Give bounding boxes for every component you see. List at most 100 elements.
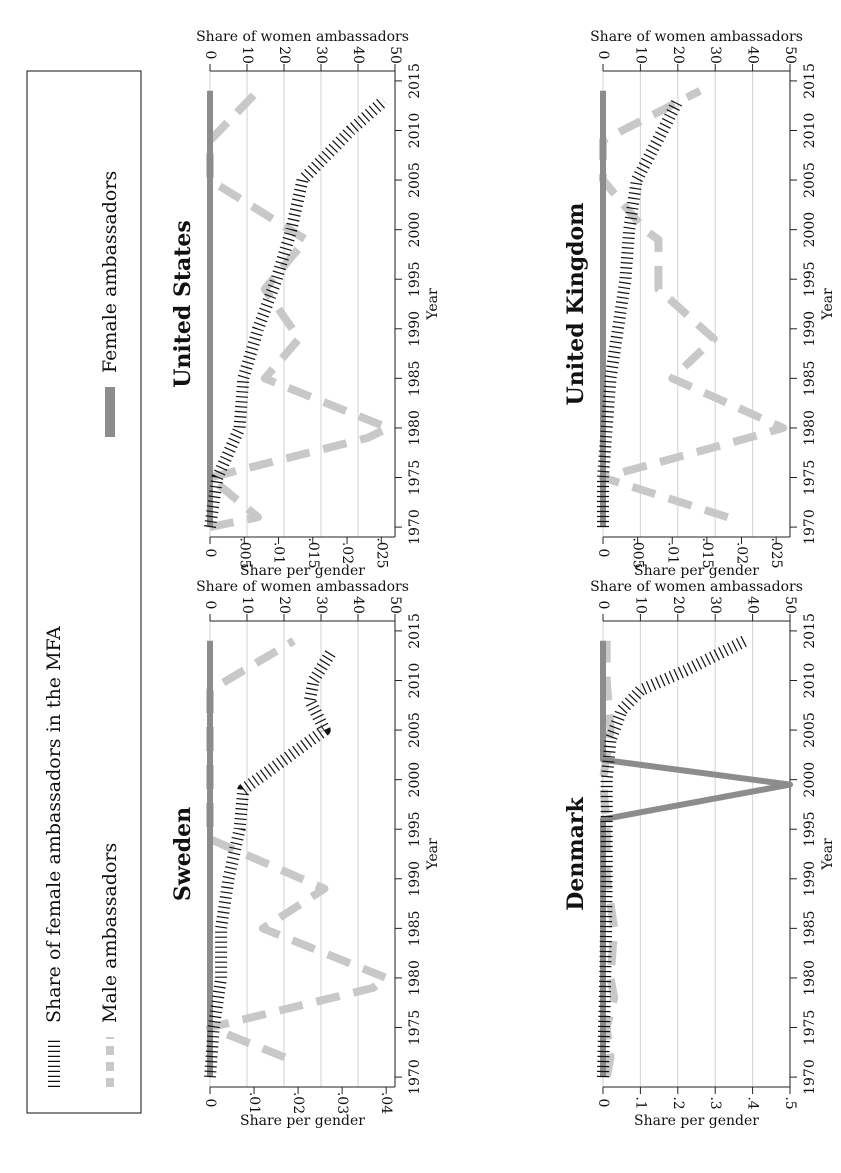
right-axis-label: Share of women ambassadors — [590, 29, 803, 45]
left-tick-label: .2 — [670, 1096, 686, 1109]
x-tick-label: 1975 — [407, 1010, 423, 1046]
x-axis-label: Year — [425, 838, 441, 871]
right-axis-label: Share of women ambassadors — [196, 579, 409, 595]
x-tick-label: 2000 — [407, 212, 423, 248]
series-line — [206, 88, 393, 532]
legend-label: Female ambassadors — [99, 171, 121, 373]
x-tick-label: 2010 — [802, 663, 818, 699]
right-tick-label: 30 — [707, 46, 723, 64]
x-axis-label: Year — [425, 288, 441, 321]
right-tick-label: 40 — [745, 596, 761, 614]
x-tick-label: 1995 — [407, 261, 423, 297]
x-axis-label: Year — [820, 288, 836, 321]
series-line — [600, 640, 793, 1078]
x-tick-label: 1990 — [407, 861, 423, 897]
left-tick-label: 0 — [202, 549, 218, 558]
x-tick-label: 2005 — [407, 162, 423, 198]
right-axis-label: Share of women ambassadors — [590, 579, 803, 595]
legend-label: Male ambassadors — [99, 843, 121, 1023]
x-tick-label: 2000 — [802, 762, 818, 798]
chart-title: Denmark — [563, 797, 589, 911]
series-line — [204, 96, 388, 528]
right-tick-label: 40 — [350, 596, 366, 614]
left-tick-label: .005 — [236, 537, 252, 568]
x-tick-label: 1990 — [407, 311, 423, 347]
series-line — [597, 635, 748, 1078]
right-tick-label: 0 — [595, 51, 611, 60]
series-line — [204, 647, 338, 1078]
x-tick-label: 1990 — [802, 311, 818, 347]
legend-box — [26, 70, 142, 1114]
x-tick-label: 1975 — [407, 460, 423, 496]
left-tick-label: .1 — [632, 1096, 648, 1109]
left-tick-label: .02 — [290, 1092, 306, 1114]
x-tick-label: 1975 — [802, 460, 818, 496]
right-tick-label: 0 — [202, 51, 218, 60]
left-axis-label: Share per gender — [634, 1113, 759, 1129]
x-tick-label: 1980 — [407, 960, 423, 996]
x-tick-label: 2010 — [407, 663, 423, 699]
x-tick-label: 1980 — [802, 960, 818, 996]
left-tick-label: 0 — [595, 549, 611, 558]
right-tick-label: 20 — [670, 596, 686, 614]
x-tick-label: 1975 — [802, 1010, 818, 1046]
chart-title: United States — [170, 220, 196, 388]
x-tick-label: 1985 — [802, 911, 818, 947]
left-axis-label: Share per gender — [240, 563, 365, 579]
x-tick-label: 2015 — [407, 613, 423, 649]
series-line — [599, 87, 788, 522]
x-tick-label: 2015 — [802, 63, 818, 99]
left-tick-label: .01 — [271, 542, 287, 564]
right-tick-label: 30 — [707, 596, 723, 614]
x-tick-label: 1995 — [802, 261, 818, 297]
x-tick-label: 2010 — [802, 113, 818, 149]
right-tick-label: 50 — [782, 596, 798, 614]
x-axis-label: Year — [820, 838, 836, 871]
left-tick-label: .025 — [373, 537, 389, 568]
right-tick-label: 0 — [595, 601, 611, 610]
right-tick-label: 10 — [632, 46, 648, 64]
legend-label: Share of female ambassadors in the MFA — [43, 626, 65, 1023]
chart-title: Sweden — [170, 807, 196, 901]
left-tick-label: .01 — [664, 542, 680, 564]
x-tick-label: 2000 — [407, 762, 423, 798]
x-tick-label: 1995 — [407, 811, 423, 847]
chart-panel: 1970197519801985199019952000200520102015… — [170, 596, 441, 1129]
x-tick-label: 2005 — [802, 712, 818, 748]
x-tick-label: 1985 — [407, 361, 423, 397]
x-tick-label: 1980 — [407, 410, 423, 446]
right-tick-label: 20 — [276, 46, 292, 64]
right-tick-label: 40 — [350, 46, 366, 64]
left-tick-label: .5 — [782, 1096, 798, 1109]
x-tick-label: 2000 — [802, 212, 818, 248]
left-tick-label: 0 — [595, 1099, 611, 1108]
left-tick-label: .025 — [768, 537, 784, 568]
left-tick-label: .015 — [305, 537, 321, 568]
right-tick-label: 20 — [670, 46, 686, 64]
right-tick-label: 10 — [239, 46, 255, 64]
left-tick-label: .02 — [339, 542, 355, 564]
x-tick-label: 1995 — [802, 811, 818, 847]
right-tick-label: 20 — [276, 596, 292, 614]
series-line — [206, 637, 391, 1062]
x-tick-label: 2010 — [407, 113, 423, 149]
x-tick-label: 2005 — [802, 162, 818, 198]
right-tick-label: 10 — [239, 596, 255, 614]
left-tick-label: .4 — [745, 1096, 761, 1109]
left-tick-label: .005 — [630, 537, 646, 568]
left-tick-label: 0 — [202, 1099, 218, 1108]
left-tick-label: .03 — [334, 1092, 350, 1114]
x-tick-label: 2015 — [802, 613, 818, 649]
left-tick-label: .01 — [246, 1092, 262, 1114]
right-tick-label: 50 — [782, 46, 798, 64]
left-tick-label: .02 — [734, 542, 750, 564]
x-tick-label: 1990 — [802, 861, 818, 897]
right-tick-label: 10 — [632, 596, 648, 614]
right-axis-label: Share of women ambassadors — [196, 29, 409, 45]
x-tick-label: 1970 — [407, 509, 423, 545]
x-tick-label: 1980 — [802, 410, 818, 446]
chart-title: United Kingdom — [563, 203, 589, 406]
right-tick-label: 40 — [745, 46, 761, 64]
